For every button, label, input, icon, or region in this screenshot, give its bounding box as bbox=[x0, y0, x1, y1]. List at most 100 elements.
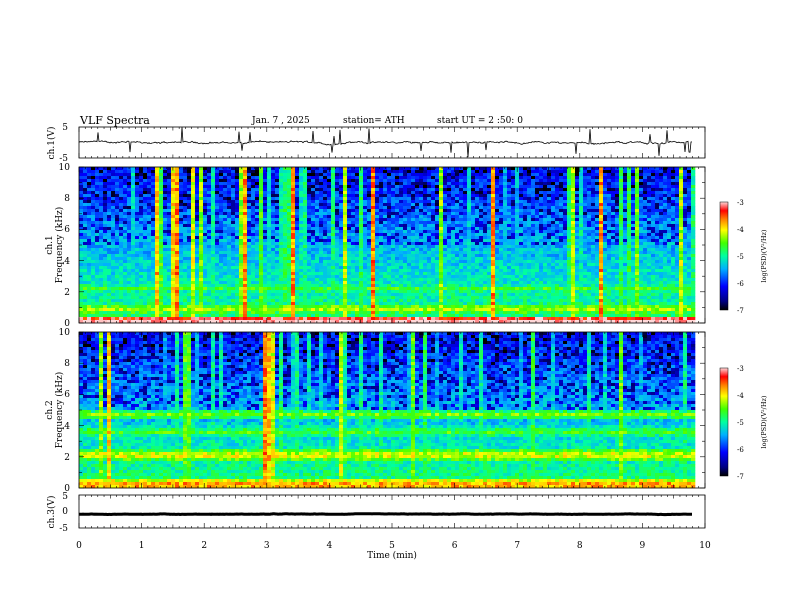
ch1-spectrogram-cell bbox=[163, 209, 168, 213]
ch1-spectrogram-cell bbox=[543, 203, 548, 207]
ch1-spectrogram-cell bbox=[211, 227, 216, 231]
ch1-spectrogram-cell bbox=[183, 191, 188, 195]
ch1-spectrogram-cell bbox=[215, 185, 220, 189]
ch1-spectrogram-cell bbox=[319, 173, 324, 177]
ch1-spectrogram-cell bbox=[119, 185, 124, 189]
ch1-spectrogram-cell bbox=[187, 170, 192, 174]
ch1-spectrogram-cell bbox=[283, 248, 288, 252]
ch1-spectrogram-cell bbox=[299, 263, 304, 267]
ch1-spectrogram-cell bbox=[407, 251, 412, 255]
ch1-spectrogram-cell bbox=[655, 260, 660, 264]
ch1-spectrogram-cell bbox=[631, 233, 636, 237]
ch1-spectrogram-cell bbox=[371, 245, 376, 249]
ch1-spectrogram-cell bbox=[347, 206, 352, 210]
ch1-spectrogram-cell bbox=[535, 242, 540, 246]
ch1-spectrogram-cell bbox=[483, 239, 488, 243]
ch1-spectrogram-cell bbox=[507, 233, 512, 237]
ch1-spectrogram-cell bbox=[267, 257, 272, 261]
ch1-spectrogram-cell bbox=[555, 248, 560, 252]
ch1-spectrogram-cell bbox=[535, 248, 540, 252]
ch1-spectrogram-cell bbox=[531, 254, 536, 258]
ch1-spectrogram-cell bbox=[87, 233, 92, 237]
ch1-spectrogram-cell bbox=[235, 254, 240, 258]
ch1-spectrogram-cell bbox=[131, 224, 136, 228]
ch1-spectrogram-cell bbox=[87, 188, 92, 192]
ch1-spectrogram-cell bbox=[539, 170, 544, 174]
ch1-spectrogram-cell bbox=[171, 203, 176, 207]
ch1-spectrogram-cell bbox=[411, 179, 416, 183]
ch1-spectrogram-cell bbox=[323, 248, 328, 252]
ch1-spectrogram-cell bbox=[603, 185, 608, 189]
ch1-spectrogram-cell bbox=[231, 179, 236, 183]
ch1-spectrogram-cell bbox=[159, 239, 164, 243]
ch1-spectrogram-cell bbox=[207, 176, 212, 180]
ch1-spectrogram-cell bbox=[163, 260, 168, 264]
ch1-spectrogram-cell bbox=[327, 254, 332, 258]
ch1-spectrogram-cell bbox=[127, 224, 132, 228]
ch1-spectrogram-cell bbox=[211, 233, 216, 237]
ch1-spectrogram-cell bbox=[519, 242, 524, 246]
ch1-spectrogram-cell bbox=[119, 179, 124, 183]
ch1-spectrogram-cell bbox=[231, 176, 236, 180]
ch1-spectrogram-cell bbox=[451, 218, 456, 222]
ch1-spectrogram-cell bbox=[671, 197, 676, 201]
ch1-spectrogram-cell bbox=[351, 176, 356, 180]
ch1-spectrogram-cell bbox=[615, 194, 620, 198]
ch1-spectrogram-cell bbox=[643, 191, 648, 195]
ch1-spectrogram-cell bbox=[379, 251, 384, 255]
ch1-spectrogram-cell bbox=[355, 203, 360, 207]
ch1-spectrogram-cell bbox=[591, 233, 596, 237]
ch1-spectrogram-cell bbox=[267, 203, 272, 207]
ch1-spectrogram-cell bbox=[423, 224, 428, 228]
ch1-spectrogram-cell bbox=[667, 221, 672, 225]
ch1-spectrogram-cell bbox=[687, 173, 692, 177]
ch1-spectrogram-cell bbox=[415, 185, 420, 189]
ch1-spectrogram-cell bbox=[291, 224, 296, 228]
ch1-spectrogram-cell bbox=[103, 179, 108, 183]
ch1-spectrogram-cell bbox=[687, 182, 692, 186]
ch1-spectrogram-cell bbox=[487, 185, 492, 189]
ch1-spectrogram-cell bbox=[351, 251, 356, 255]
ch1-spectrogram-cell bbox=[135, 209, 140, 213]
ch1-spectrogram-cell bbox=[179, 263, 184, 267]
ch1-spectrogram-cell bbox=[547, 209, 552, 213]
ch1-spectrogram-cell bbox=[447, 197, 452, 201]
ch1-spectrogram-cell bbox=[355, 179, 360, 183]
ch1-spectrogram-cell bbox=[467, 203, 472, 207]
ch1-spectrogram-cell bbox=[283, 239, 288, 243]
ch1-spectrogram-cell bbox=[463, 206, 468, 210]
ch1-spectrogram-cell bbox=[171, 215, 176, 219]
ch1-spectrogram-cell bbox=[191, 257, 196, 261]
ch1-spectrogram-cell bbox=[495, 257, 500, 261]
ch1-spectrogram-cell bbox=[655, 203, 660, 207]
ch1-spectrogram-cell bbox=[603, 221, 608, 225]
ch1-spectrogram-cell bbox=[191, 185, 196, 189]
ch1-spectrogram-cell bbox=[423, 173, 428, 177]
ch1-spectrogram-cell bbox=[199, 209, 204, 213]
ch1-waveform-ylabel: ch.1(V) bbox=[46, 127, 57, 160]
ch1-spectrogram-cell bbox=[415, 194, 420, 198]
ch1-spectrogram-cell bbox=[175, 224, 180, 228]
ch1-spectrogram-cell bbox=[579, 260, 584, 264]
ch1-spectrogram-cell bbox=[199, 263, 204, 267]
ch1-spectrogram-cell bbox=[271, 182, 276, 186]
ch1-spectrogram-cell bbox=[243, 209, 248, 213]
ch1-spectrogram-cell bbox=[411, 206, 416, 210]
ch1-spectrogram-cell bbox=[379, 167, 384, 171]
ch1-spectrogram-cell bbox=[459, 200, 464, 204]
ch1-spectrogram-cell bbox=[615, 173, 620, 177]
ch1-spectrogram-cell bbox=[363, 218, 368, 222]
ch1-spectrogram-cell bbox=[571, 188, 576, 192]
ch1-spectrogram-cell bbox=[495, 170, 500, 174]
ch1-spectrogram-cell bbox=[343, 182, 348, 186]
ch1-spectrogram-cell bbox=[239, 263, 244, 267]
ch1-spectrogram-cell bbox=[287, 206, 292, 210]
ch1-spectrogram-cell bbox=[167, 206, 172, 210]
ch1-spectrogram-cell bbox=[643, 182, 648, 186]
ch1-spectrogram-cell bbox=[463, 215, 468, 219]
ch1-spectrogram-cell bbox=[511, 170, 516, 174]
ch1-spectrogram-cell bbox=[691, 203, 696, 207]
ch1-spectrogram-cell bbox=[559, 251, 564, 255]
ch1-spectrogram-cell bbox=[551, 224, 556, 228]
ch1-spectrogram-cell bbox=[395, 224, 400, 228]
